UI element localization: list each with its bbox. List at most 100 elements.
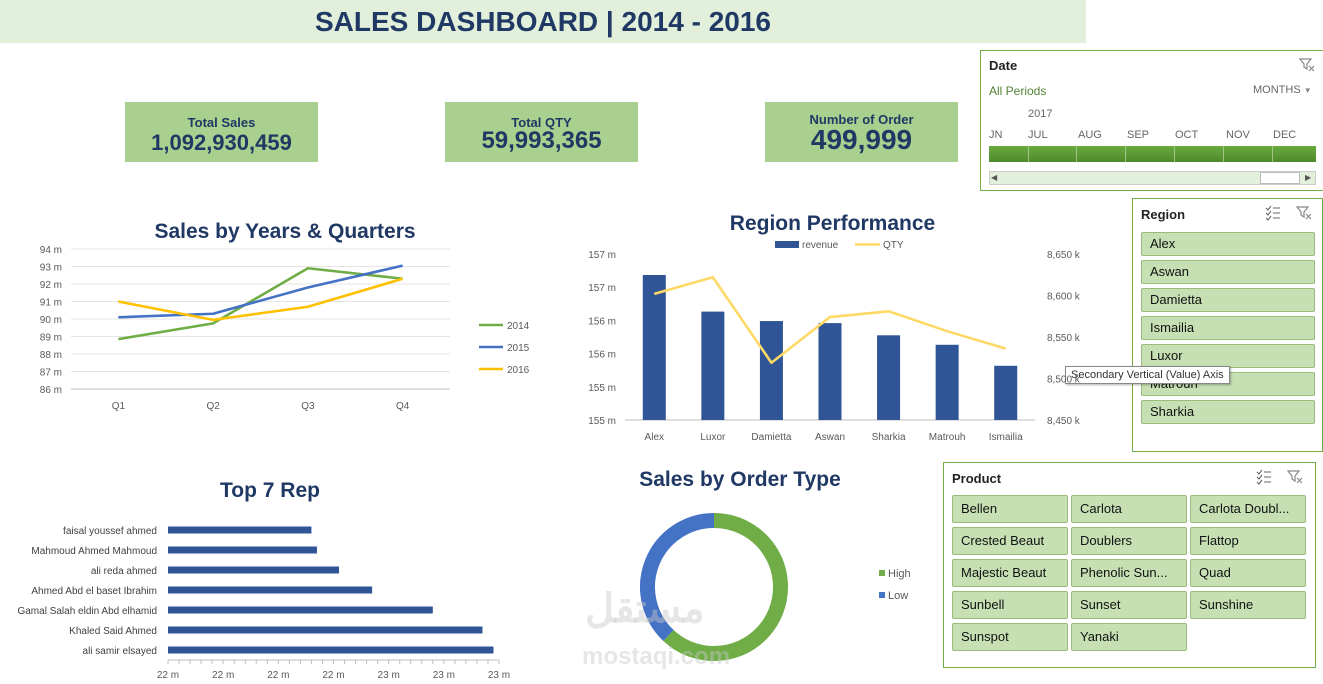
timeline-month: JUL — [1028, 129, 1048, 141]
dashboard-title: SALES DASHBOARD | 2014 - 2016 — [315, 6, 771, 37]
x-tick-label: Q3 — [301, 401, 315, 412]
y-tick-label: 157 m — [588, 283, 616, 294]
timeline-month: SEP — [1127, 129, 1150, 141]
legend-label: QTY — [883, 240, 904, 251]
y-category-label: Mahmoud Ahmed Mahmoud — [31, 546, 157, 557]
clear-filter-icon[interactable] — [1296, 205, 1312, 221]
y-tick-label: 156 m — [588, 316, 616, 327]
date-period-label[interactable]: All Periods — [989, 84, 1047, 98]
timeline-month: DEC — [1273, 129, 1297, 141]
date-timeline-slicer[interactable]: Date All Periods MONTHS ▼ 2017 JN JUL AU… — [980, 50, 1323, 191]
multi-select-icon[interactable] — [1265, 205, 1281, 221]
series-line-2015 — [118, 264, 403, 319]
product-item[interactable]: Sunbell — [952, 591, 1068, 619]
region-item[interactable]: Ismailia — [1141, 316, 1315, 340]
chart-title-sales-by-years: Sales by Years & Quarters — [154, 220, 416, 243]
timeline-scrollbar[interactable]: ◀ ▶ — [989, 171, 1316, 185]
x-tick-label: Q1 — [112, 401, 126, 412]
legend-swatch — [775, 241, 799, 248]
product-item[interactable]: Sunspot — [952, 623, 1068, 651]
y2-tick-label: 8,650 k — [1047, 250, 1081, 261]
bar-rep — [168, 606, 433, 614]
y-tick-label: 91 m — [40, 298, 62, 309]
x-tick-label: Sharkia — [872, 432, 906, 443]
axis-tooltip: Secondary Vertical (Value) Axis — [1065, 366, 1230, 384]
legend-label: revenue — [802, 240, 839, 251]
region-item[interactable]: Alex — [1141, 232, 1315, 256]
legend-label: 2016 — [507, 365, 530, 376]
legend-label: Low — [888, 590, 908, 602]
region-item[interactable]: Damietta — [1141, 288, 1315, 312]
product-item[interactable]: Majestic Beaut — [952, 559, 1068, 587]
y-tick-label: 157 m — [588, 250, 616, 261]
product-item[interactable]: Doublers — [1071, 527, 1187, 555]
y-tick-label: 93 m — [40, 263, 62, 274]
x-tick-label: 23 m — [433, 670, 455, 681]
legend-swatch — [879, 592, 885, 598]
region-performance-chart[interactable]: 155 m 155 m 156 m 156 m 157 m 157 m 8,450 k 8,5… — [570, 236, 1130, 446]
scroll-left-icon[interactable]: ◀ — [991, 173, 998, 182]
bar-revenue — [701, 311, 725, 420]
legend-swatch — [879, 570, 885, 576]
product-item[interactable]: Sunset — [1071, 591, 1187, 619]
product-item[interactable]: Flattop — [1190, 527, 1306, 555]
legend-label: 2015 — [507, 343, 530, 354]
x-tick-label: Ismailia — [989, 432, 1023, 443]
region-item[interactable]: Luxor — [1141, 344, 1315, 368]
time-level-dropdown[interactable]: MONTHS ▼ — [1253, 84, 1312, 96]
bar-revenue — [642, 275, 666, 420]
y-category-label: Khaled Said Ahmed — [69, 626, 157, 637]
sales-by-years-chart[interactable]: 86 m 87 m 88 m 89 m 90 m 91 m 92 m 93 m 94 m Q1 Q2… — [0, 240, 560, 420]
kpi-number-of-order-label: Number of Order — [809, 112, 914, 127]
x-tick-label: Q2 — [206, 401, 220, 412]
bar-revenue — [818, 323, 842, 420]
bar-rep — [168, 626, 483, 634]
y-tick-label: 89 m — [40, 333, 62, 344]
scroll-right-icon[interactable]: ▶ — [1305, 173, 1312, 182]
watermark-text: mostaqi.com — [582, 643, 731, 670]
product-item[interactable]: Sunshine — [1190, 591, 1306, 619]
bar-rep — [168, 546, 317, 554]
kpi-total-sales-value: 1,092,930,459 — [151, 130, 292, 155]
bar-revenue — [935, 344, 959, 420]
sales-by-order-type-chart[interactable]: High Low — [620, 498, 940, 684]
timeline-month: NOV — [1226, 129, 1250, 141]
clear-filter-icon[interactable] — [1287, 469, 1303, 485]
product-slicer-title: Product — [952, 471, 1002, 486]
region-item[interactable]: Sharkia — [1141, 400, 1315, 424]
product-item[interactable]: Crested Beaut — [952, 527, 1068, 555]
chart-title-region-performance: Region Performance — [729, 212, 936, 235]
bar-rep — [168, 586, 373, 594]
x-tick-label: 22 m — [212, 670, 234, 681]
x-tick-label: Matrouh — [929, 432, 966, 443]
timeline-bar[interactable] — [989, 146, 1316, 162]
multi-select-icon[interactable] — [1256, 469, 1272, 485]
product-item[interactable]: Carlota Doubl... — [1190, 495, 1306, 523]
bar-revenue — [994, 365, 1018, 420]
scrollbar-thumb[interactable] — [1260, 172, 1300, 184]
y-tick-label: 155 m — [588, 416, 616, 427]
product-item[interactable]: Yanaki — [1071, 623, 1187, 651]
top-7-rep-chart[interactable]: faisal youssef ahmed Mahmoud Ahmed Mahmou… — [0, 515, 520, 684]
product-item[interactable]: Phenolic Sun... — [1071, 559, 1187, 587]
region-item[interactable]: Aswan — [1141, 260, 1315, 284]
kpi-total-sales: Total Sales 1,092,930,459 — [125, 102, 318, 162]
time-level-value: MONTHS — [1253, 84, 1301, 96]
timeline-year: 2017 — [1028, 108, 1053, 120]
kpi-total-sales-label: Total Sales — [187, 115, 256, 130]
kpi-total-qty: Total QTY 59,993,365 — [445, 102, 638, 162]
product-item[interactable]: Bellen — [952, 495, 1068, 523]
y2-tick-label: 8,500 k — [1047, 375, 1081, 386]
y2-tick-label: 8,600 k — [1047, 292, 1081, 303]
region-slicer-title: Region — [1141, 207, 1186, 222]
bar-revenue — [759, 321, 783, 420]
product-item[interactable]: Carlota — [1071, 495, 1187, 523]
series-line-2016 — [118, 277, 403, 322]
kpi-total-qty-value: 59,993,365 — [481, 127, 602, 154]
y2-tick-label: 8,550 k — [1047, 333, 1081, 344]
donut-slice-high — [663, 513, 788, 661]
date-slicer-title: Date — [989, 58, 1018, 73]
x-tick-label: Aswan — [815, 432, 845, 443]
product-item[interactable]: Quad — [1190, 559, 1306, 587]
clear-filter-icon[interactable] — [1299, 57, 1315, 73]
